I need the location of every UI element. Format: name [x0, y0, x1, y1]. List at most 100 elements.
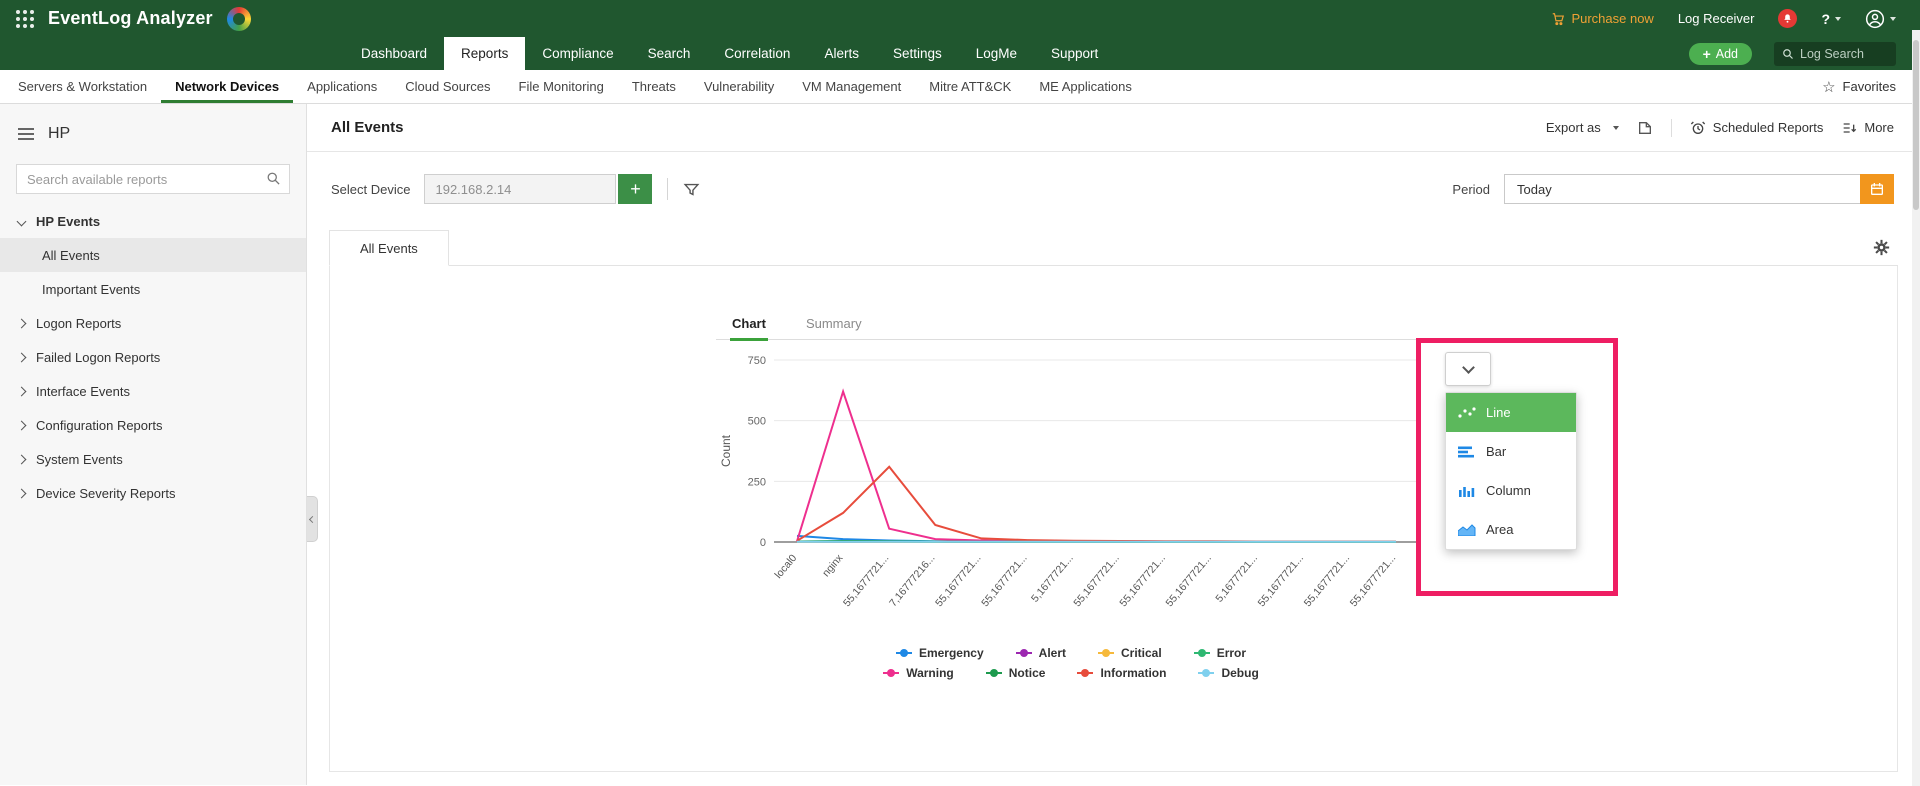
top-bar: EventLog Analyzer Purchase now Log Recei…	[0, 0, 1920, 37]
legend-item-debug[interactable]: Debug	[1198, 666, 1259, 680]
chevron-right-icon	[16, 488, 27, 498]
chevron-down-icon	[16, 216, 27, 226]
svg-text:local0: local0	[773, 552, 800, 581]
apps-grid-icon[interactable]	[16, 9, 34, 28]
period-label: Period	[1452, 181, 1490, 197]
subnav-mitre-attck[interactable]: Mitre ATT&CK	[929, 79, 1012, 94]
log-receiver-link[interactable]: Log Receiver	[1677, 11, 1755, 26]
help-label: ?	[1821, 10, 1830, 27]
column-chart-icon	[1459, 486, 1475, 497]
tab-chart[interactable]: Chart	[730, 312, 768, 341]
page-title: All Events	[331, 119, 404, 136]
svg-text:7,16777216...: 7,16777216...	[887, 552, 937, 609]
user-menu[interactable]	[1865, 9, 1896, 29]
add-device-button[interactable]: +	[618, 174, 653, 204]
add-button[interactable]: + Add	[1688, 42, 1752, 65]
chart-legend: Emergency Alert Critical Error Warning Notice…	[716, 646, 1426, 680]
legend-item-emergency[interactable]: Emergency	[895, 646, 984, 660]
select-device-label: Select Device	[331, 181, 411, 197]
svg-text:55,1677721...: 55,1677721...	[1071, 552, 1121, 609]
calendar-button[interactable]	[1860, 174, 1894, 204]
export-as-dropdown[interactable]: Export as	[1546, 120, 1619, 135]
svg-text:55,1677721...: 55,1677721...	[1302, 552, 1352, 609]
subnav-file-monitoring[interactable]: File Monitoring	[518, 79, 604, 94]
report-search-input[interactable]	[16, 164, 290, 194]
tree-item-interface-events[interactable]: Interface Events	[0, 374, 306, 408]
filter-funnel-icon[interactable]	[683, 181, 700, 198]
sidebar-resize-handle[interactable]	[307, 496, 318, 542]
chevron-down-icon	[1612, 126, 1619, 133]
nav-dashboard[interactable]: Dashboard	[361, 46, 428, 61]
user-avatar-icon	[1865, 9, 1885, 28]
subnav-vulnerability[interactable]: Vulnerability	[703, 79, 775, 94]
tree-item-important-events[interactable]: Important Events	[42, 281, 141, 297]
chevron-down-icon	[1835, 17, 1841, 24]
legend-item-notice[interactable]: Notice	[985, 666, 1045, 680]
favorites-link[interactable]: ☆ Favorites	[1822, 70, 1896, 103]
vertical-scrollbar[interactable]	[1912, 30, 1920, 786]
notification-badge[interactable]	[1778, 9, 1798, 28]
gear-icon[interactable]	[1873, 239, 1890, 256]
chart-type-bar[interactable]: Bar	[1446, 432, 1576, 471]
tree-group-hp-events[interactable]: HP Events	[0, 204, 306, 238]
tree-item-logon-reports[interactable]: Logon Reports	[0, 306, 306, 340]
svg-text:250: 250	[748, 476, 766, 488]
legend-item-critical[interactable]: Critical	[1098, 646, 1162, 660]
nav-search[interactable]: Search	[647, 46, 691, 61]
subnav-network-devices[interactable]: Network Devices	[161, 70, 293, 103]
svg-text:55,1677721...: 55,1677721...	[841, 552, 891, 609]
tab-all-events[interactable]: All Events	[329, 230, 449, 266]
report-panel: Chart Summary 750 500 250 0 Count local0 nginx…	[329, 266, 1898, 772]
legend-item-information[interactable]: Information	[1077, 666, 1166, 680]
scheduled-reports-button[interactable]: Scheduled Reports	[1690, 120, 1823, 136]
log-search-box[interactable]	[1774, 41, 1896, 66]
more-button[interactable]: More	[1841, 120, 1894, 136]
scrollbar-thumb[interactable]	[1913, 40, 1919, 210]
more-icon	[1844, 122, 1857, 133]
legend-item-warning[interactable]: Warning	[883, 666, 954, 680]
period-input[interactable]	[1504, 174, 1894, 204]
subnav-servers-workstation[interactable]: Servers & Workstation	[18, 79, 148, 94]
svg-text:55,1677721...: 55,1677721...	[979, 552, 1029, 609]
nav-logme[interactable]: LogMe	[975, 46, 1018, 61]
tree-item-system-events[interactable]: System Events	[0, 442, 306, 476]
tree-item-device-severity-reports[interactable]: Device Severity Reports	[0, 476, 306, 510]
legend-item-alert[interactable]: Alert	[1015, 646, 1066, 660]
tree-item-all-events[interactable]: All Events	[0, 238, 306, 272]
svg-text:500: 500	[748, 416, 766, 428]
svg-text:55,1677721...: 55,1677721...	[1348, 552, 1398, 609]
subnav-me-applications[interactable]: ME Applications	[1039, 79, 1132, 94]
purchase-now-link[interactable]: Purchase now	[1551, 11, 1654, 26]
tree-item-failed-logon-reports[interactable]: Failed Logon Reports	[0, 340, 306, 374]
nav-reports[interactable]: Reports	[444, 37, 526, 70]
tree-item-configuration-reports[interactable]: Configuration Reports	[0, 408, 306, 442]
chart-type-line[interactable]: Line	[1446, 393, 1576, 432]
chevron-down-icon	[1461, 360, 1475, 374]
tab-summary[interactable]: Summary	[805, 316, 862, 331]
svg-text:5,1677721...: 5,1677721...	[1213, 552, 1260, 604]
subnav-applications[interactable]: Applications	[307, 79, 378, 94]
sidebar-collapse-icon[interactable]	[18, 128, 34, 140]
legend-item-error[interactable]: Error	[1193, 646, 1246, 660]
divider	[667, 178, 669, 200]
export-icon[interactable]	[1637, 120, 1653, 136]
chart-type-dropdown-toggle[interactable]	[1445, 352, 1491, 386]
help-menu[interactable]: ?	[1821, 11, 1841, 27]
device-input[interactable]	[424, 174, 617, 204]
subnav-vm-management[interactable]: VM Management	[802, 79, 902, 94]
chart-type-area[interactable]: Area	[1446, 510, 1576, 549]
subnav-cloud-sources[interactable]: Cloud Sources	[405, 79, 491, 94]
subnav-threats[interactable]: Threats	[631, 79, 676, 94]
nav-support[interactable]: Support	[1051, 46, 1099, 61]
sidebar: HP HP Events All Events Important Events…	[0, 104, 307, 785]
nav-alerts[interactable]: Alerts	[824, 46, 859, 61]
nav-correlation[interactable]: Correlation	[724, 46, 791, 61]
nav-compliance[interactable]: Compliance	[542, 46, 614, 61]
alarm-clock-icon	[1690, 121, 1705, 134]
log-search-input[interactable]	[1800, 46, 1884, 61]
svg-text:55,1677721...: 55,1677721...	[933, 552, 983, 609]
chart-type-column[interactable]: Column	[1446, 471, 1576, 510]
nav-settings[interactable]: Settings	[892, 46, 942, 61]
